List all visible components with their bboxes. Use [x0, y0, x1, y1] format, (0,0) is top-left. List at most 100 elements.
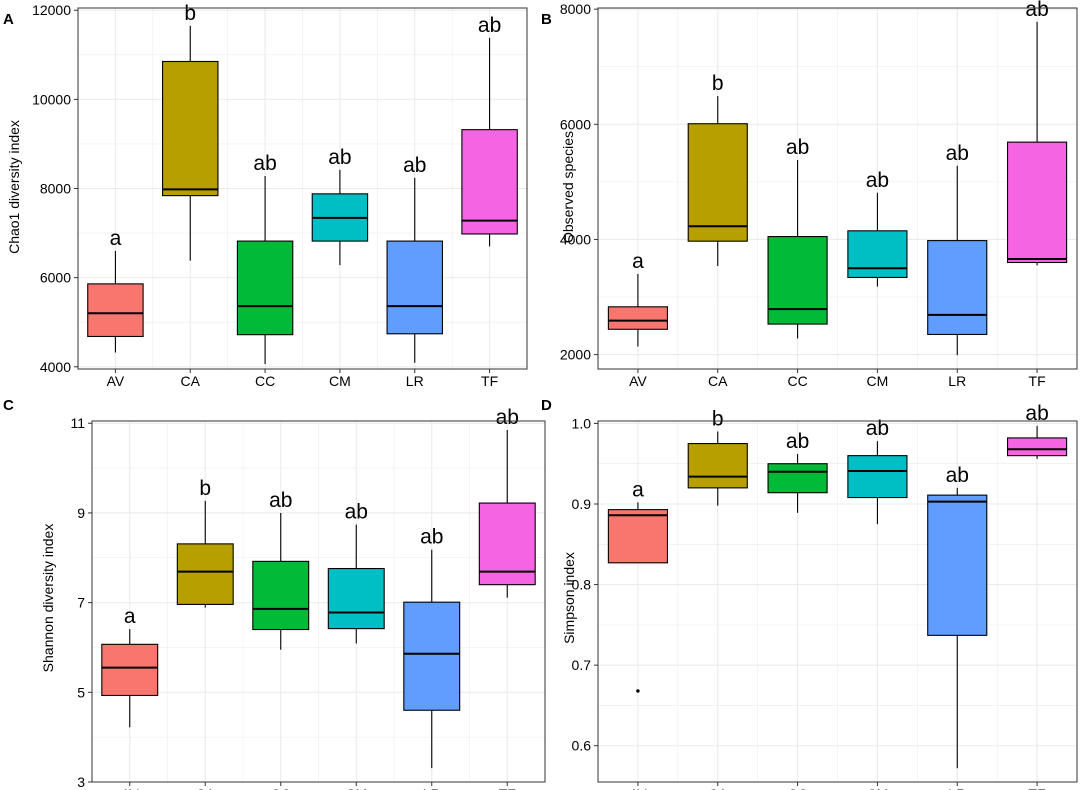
- box-cc: ab: [767, 430, 828, 513]
- panel-border-a: [77, 7, 528, 370]
- box-av: a: [87, 227, 144, 353]
- box-body: [927, 494, 988, 636]
- box-body: [101, 643, 159, 696]
- panel-letter-c: C: [3, 397, 14, 414]
- box-cm: ab: [847, 169, 908, 287]
- y-tick-label: 7: [77, 595, 85, 611]
- box-body: [327, 567, 385, 630]
- panel-a: A Chao1 diversity index 4000 6000 8000 1000…: [3, 2, 528, 389]
- x-tick-label: TF: [481, 373, 498, 389]
- box-av: a: [607, 478, 669, 564]
- x-tick-label: LR: [423, 786, 441, 790]
- panel-c: C Shannon diversity index 357911abababab…: [3, 397, 546, 790]
- x-tick-label: CC: [787, 373, 807, 389]
- y-tick-label: 11: [70, 415, 85, 431]
- y-tick-label: 0.8: [572, 577, 592, 593]
- x-tick-label: LR: [948, 786, 966, 790]
- x-tick-label: TF: [1029, 786, 1046, 790]
- y-tick-label: 12000: [32, 2, 71, 18]
- x-tick-label: AV: [107, 373, 125, 389]
- box-body: [687, 443, 748, 489]
- box-body: [767, 236, 828, 325]
- significance-label: ab: [269, 489, 292, 512]
- panel-border-c: [91, 420, 546, 783]
- box-ca: b: [162, 2, 219, 261]
- significance-label: ab: [946, 464, 969, 487]
- y-tick-label: 5: [77, 684, 85, 700]
- significance-label: b: [712, 72, 724, 95]
- panel-letter-a: A: [3, 11, 14, 28]
- box-ca: b: [176, 477, 234, 608]
- significance-label: ab: [253, 152, 276, 175]
- y-tick-label: 0.7: [572, 657, 592, 673]
- x-tick-label: AV: [121, 786, 139, 790]
- significance-label: ab: [496, 406, 519, 429]
- y-axis-title-c: Shannon diversity index: [40, 524, 56, 673]
- y-tick-label: 8000: [560, 1, 591, 17]
- box-body: [461, 129, 518, 235]
- box-av: a: [101, 605, 159, 728]
- x-tick-label: CC: [255, 373, 275, 389]
- box-body: [252, 560, 310, 631]
- y-tick-label: 6000: [40, 270, 71, 286]
- significance-label: ab: [420, 526, 443, 549]
- significance-label: ab: [1025, 402, 1048, 425]
- box-lr: ab: [386, 154, 443, 363]
- y-tick-label: 2000: [560, 347, 591, 363]
- box-av: a: [607, 250, 669, 347]
- box-body: [687, 123, 748, 242]
- panel-letter-b: B: [541, 11, 552, 28]
- y-tick-label: 4000: [40, 359, 71, 375]
- y-tick-label: 10000: [32, 91, 71, 107]
- box-body: [1006, 141, 1068, 264]
- box-cc: ab: [767, 136, 828, 339]
- significance-label: a: [124, 605, 136, 628]
- x-tick-label: CM: [867, 786, 889, 790]
- significance-label: ab: [786, 136, 809, 159]
- box-body: [1006, 437, 1068, 457]
- x-tick-label: CA: [181, 373, 201, 389]
- significance-label: ab: [403, 154, 426, 177]
- box-body: [607, 306, 669, 330]
- significance-label: b: [184, 2, 196, 25]
- panel-border-d: [597, 420, 1078, 783]
- x-tick-label: AV: [629, 786, 647, 790]
- y-axis-title-a: Chao1 diversity index: [6, 120, 22, 254]
- significance-label: ab: [786, 430, 809, 453]
- x-tick-label: AV: [629, 373, 647, 389]
- x-tick-label: CM: [345, 786, 367, 790]
- significance-label: ab: [946, 142, 969, 165]
- box-body: [386, 240, 443, 335]
- y-tick-label: 1.0: [572, 415, 592, 431]
- y-tick-label: 8000: [40, 181, 71, 197]
- box-tf: ab: [461, 14, 518, 247]
- significance-label: ab: [866, 169, 889, 192]
- y-tick-label: 3: [77, 774, 85, 790]
- x-tick-label: TF: [499, 786, 516, 790]
- panel-border-b: [597, 7, 1078, 370]
- y-tick-label: 0.9: [572, 496, 592, 512]
- panel-b: B Observed species 2000400060008000ababa…: [541, 0, 1078, 389]
- box-ca: b: [687, 72, 748, 266]
- box-body: [607, 509, 669, 564]
- box-cc: ab: [252, 489, 310, 650]
- y-tick-label: 6000: [560, 116, 591, 132]
- x-tick-label: CM: [329, 373, 351, 389]
- panel-d: D Simpson index 0.60.70.80.91.0ababababa…: [541, 397, 1078, 790]
- significance-label: ab: [345, 501, 368, 524]
- x-tick-label: CC: [271, 786, 291, 790]
- significance-label: b: [712, 407, 724, 430]
- box-body: [176, 543, 234, 605]
- x-tick-label: LR: [406, 373, 424, 389]
- box-body: [847, 455, 908, 499]
- significance-label: a: [632, 250, 644, 273]
- significance-label: a: [110, 227, 122, 250]
- box-body: [236, 240, 294, 336]
- significance-label: ab: [478, 14, 501, 37]
- box-body: [162, 60, 219, 197]
- x-tick-label: LR: [948, 373, 966, 389]
- x-tick-label: TF: [1029, 373, 1046, 389]
- panel-letter-d: D: [541, 397, 552, 414]
- x-tick-label: CA: [196, 786, 216, 790]
